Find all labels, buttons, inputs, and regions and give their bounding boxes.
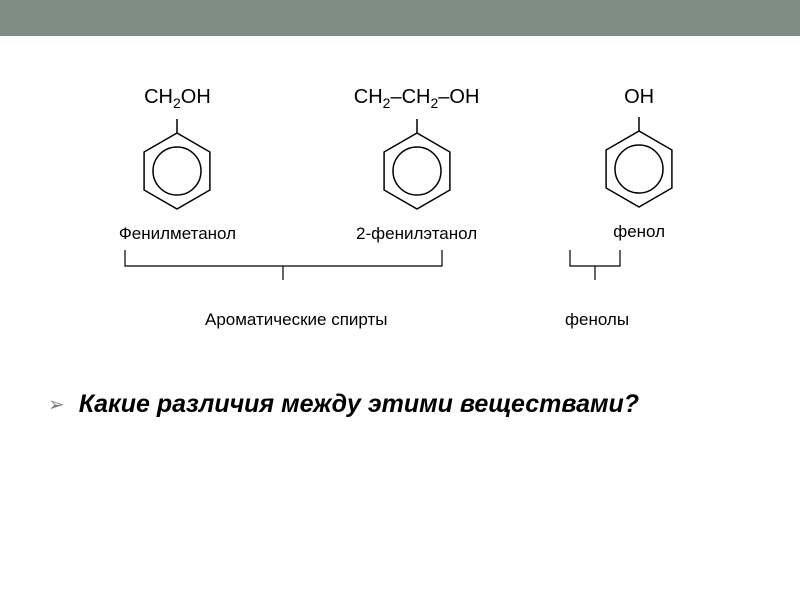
brackets-row: [0, 250, 800, 300]
formula-2: OH: [624, 86, 654, 109]
molecule-1: CH2–CH2–OH 2-фенилэтанол: [354, 86, 480, 244]
molecules-row: CH2OH Фенилметанол CH2–CH2–OH 2-фенилэтан…: [0, 86, 800, 244]
category-phenols: фенолы: [565, 310, 629, 330]
molecule-2: OH фенол: [597, 86, 681, 244]
formula-0: CH2OH: [144, 86, 211, 111]
molecule-name-1: 2-фенилэтанол: [356, 224, 477, 244]
formula-1: CH2–CH2–OH: [354, 86, 480, 111]
molecule-0: CH2OH Фенилметанол: [119, 86, 236, 244]
content-area: CH2OH Фенилметанол CH2–CH2–OH 2-фенилэтан…: [0, 36, 800, 600]
benzene-ring-icon: [375, 115, 459, 213]
bracket-aromatic: [125, 250, 442, 280]
top-bar: [0, 0, 800, 36]
benzene-ring-2: [597, 113, 681, 216]
category-aromatic: Ароматические спирты: [205, 310, 388, 330]
bullet-icon: ➢: [48, 392, 65, 417]
question-text: Какие различия между этими веществами?: [79, 390, 639, 419]
bracket-phenols: [570, 250, 620, 280]
molecule-name-2: фенол: [613, 222, 665, 242]
brackets-svg: [0, 250, 800, 300]
benzene-ring-icon: [135, 115, 219, 213]
benzene-ring-icon: [597, 113, 681, 211]
category-labels: Ароматические спирты фенолы: [0, 300, 800, 330]
question-row: ➢ Какие различия между этими веществами?: [0, 390, 800, 419]
benzene-ring-1: [375, 115, 459, 218]
molecule-name-0: Фенилметанол: [119, 224, 236, 244]
benzene-ring-0: [135, 115, 219, 218]
